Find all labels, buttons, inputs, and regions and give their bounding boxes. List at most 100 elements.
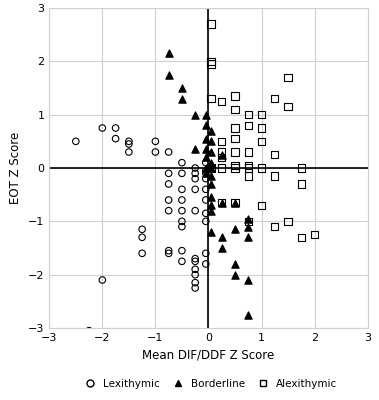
Point (86, 328, 92, 334)
Point (208, 58, 214, 64)
Point (219, 165, 225, 171)
Point (245, 224, 251, 230)
Point (219, 152, 225, 158)
Point (258, 112, 265, 118)
Point (245, 312, 251, 318)
Point (166, 250, 172, 256)
Point (258, 165, 265, 171)
Point (208, 138, 214, 144)
Point (113, 136, 119, 142)
Point (166, 208, 172, 214)
Point (203, 186, 209, 192)
Point (258, 125, 265, 131)
Point (179, 248, 185, 254)
Point (208, 173, 214, 179)
Point (232, 200, 238, 206)
Point (192, 176, 198, 182)
Point (192, 208, 198, 214)
Point (245, 173, 251, 179)
Point (139, 234, 145, 240)
Point (179, 258, 185, 264)
Point (192, 186, 198, 192)
Point (73, 138, 79, 144)
Point (232, 226, 238, 232)
Point (298, 234, 304, 240)
Point (99, 277, 105, 283)
Point (232, 261, 238, 267)
Point (232, 165, 238, 171)
Point (203, 122, 209, 128)
Point (312, 232, 318, 238)
Point (208, 181, 214, 187)
Point (219, 200, 225, 206)
Point (219, 200, 225, 206)
Point (285, 218, 291, 224)
Point (245, 162, 251, 168)
Point (232, 272, 238, 278)
Point (208, 96, 214, 102)
Point (203, 170, 209, 176)
Point (298, 165, 304, 171)
Point (179, 170, 185, 176)
Point (272, 96, 278, 102)
Point (245, 234, 251, 240)
Point (245, 122, 251, 128)
Legend: Lexithymic, Borderline, Alexithymic: Lexithymic, Borderline, Alexithymic (75, 375, 341, 393)
Point (245, 149, 251, 155)
Point (272, 224, 278, 230)
Point (203, 170, 209, 176)
Point (258, 202, 265, 208)
Point (203, 146, 209, 152)
Point (192, 146, 198, 152)
Point (152, 138, 158, 144)
Point (219, 138, 225, 144)
Point (203, 112, 209, 118)
Point (219, 245, 225, 251)
Point (179, 197, 185, 203)
Point (179, 208, 185, 214)
Point (208, 165, 214, 171)
Point (272, 173, 278, 179)
Point (152, 149, 158, 155)
Point (166, 248, 172, 254)
Point (285, 74, 291, 80)
Point (232, 149, 238, 155)
Point (192, 165, 198, 171)
Point (179, 186, 185, 192)
Point (245, 216, 251, 222)
Point (179, 160, 185, 166)
Point (192, 280, 198, 286)
Point (166, 50, 172, 56)
Point (166, 149, 172, 155)
Point (203, 197, 209, 203)
Point (126, 149, 132, 155)
Point (232, 162, 238, 168)
Point (126, 141, 132, 147)
Point (203, 176, 209, 182)
Point (192, 266, 198, 272)
Point (203, 136, 209, 142)
Point (203, 168, 209, 174)
Point (203, 250, 209, 256)
Point (232, 200, 238, 206)
Point (203, 210, 209, 216)
Point (192, 112, 198, 118)
Point (139, 226, 145, 232)
Point (232, 106, 238, 112)
Point (179, 218, 185, 224)
Point (99, 125, 105, 131)
Point (113, 125, 119, 131)
Point (219, 98, 225, 104)
Point (139, 250, 145, 256)
Point (179, 224, 185, 230)
Point (219, 154, 225, 160)
Point (166, 197, 172, 203)
Point (192, 272, 198, 278)
Point (203, 160, 209, 166)
Point (298, 181, 304, 187)
Point (258, 138, 265, 144)
Point (219, 149, 225, 155)
Point (166, 181, 172, 187)
Point (245, 277, 251, 283)
Point (208, 160, 214, 166)
